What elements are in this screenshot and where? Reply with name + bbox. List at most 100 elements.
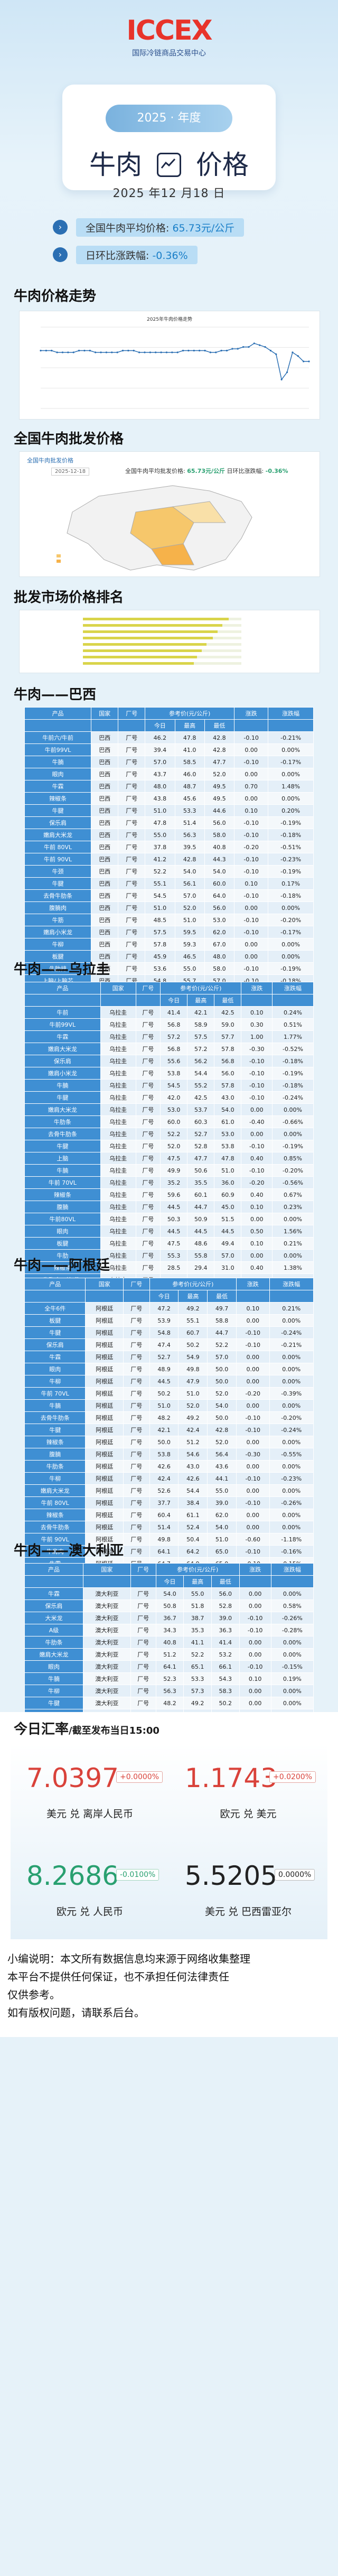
table-cell: 54.0 [174,865,205,878]
table-cell: 0.00 [236,1351,270,1363]
product-cell: 辣椒条 [24,1509,86,1521]
avg-price-box: 全国牛肉平均价格: 65.73元/公斤 [76,218,245,237]
table-cell: 阿根廷 [85,1399,124,1412]
column-header: 产品 [24,707,92,720]
column-header: 涨跌 [239,1563,271,1576]
table-cell: -0.18% [268,829,314,841]
table-cell: 41.1 [183,1636,212,1649]
table-cell: 60.4 [149,1509,179,1521]
argentina-price-table: 产品 国家 厂号 参考价(元/公斤) 涨跌 涨跌幅 今日 最高 最低 全牛6件 阿根廷 厂号 47.2 4… [24,1278,314,1570]
table-cell: 乌拉圭 [100,1006,136,1019]
table-cell: 54.5 [145,889,175,902]
table-cell: 42.6 [178,1472,208,1485]
table-cell: 54.0 [207,1521,237,1533]
table-row: 嫩肩大米龙 巴西 厂号 55.0 56.3 58.0 -0.10 -0.18% [24,829,314,841]
table-row: 牛肋条 乌拉圭 厂号 60.0 60.3 61.0 -0.40 -0.66% [24,1115,314,1128]
trend-title: 牛肉价格走势 [14,289,97,304]
table-cell: 48.0 [145,780,175,793]
uruguay-price-table: 产品 国家 厂号 参考价(元/公斤) 涨跌 涨跌幅 今日 最高 最低 牛前 乌拉圭 厂号 41.4 42.… [24,982,314,1286]
table-cell: 厂号 [135,1128,161,1140]
data-point [105,351,108,354]
table-cell: 48.2 [155,1697,184,1709]
product-cell: 嫩肩大米龙 [24,1043,101,1055]
product-cell: 嫩肩大米龙 [24,1103,101,1116]
product-cell: 牛前 80VL [24,841,92,853]
table-cell: 厂号 [123,1387,150,1400]
table-cell: -0.23% [268,853,314,866]
table-cell: 厂号 [123,1351,150,1363]
table-cell: 45.0 [214,1201,242,1213]
table-cell: 52.8 [187,1140,215,1152]
table-cell: -0.56% [271,1176,314,1189]
table-cell: 厂号 [130,1697,156,1709]
table-row: 牛腱 阿根廷 厂号 42.1 42.4 42.8 -0.10 -0.24% [24,1424,314,1436]
table-cell: 厂号 [130,1648,156,1661]
data-point [127,349,129,352]
wholesale-stats: 全国牛肉平均批发价格: 65.73元/公斤 日环比涨跌幅: -0.36% [125,467,288,475]
column-subheader [130,1575,156,1588]
table-cell: 36.3 [211,1624,240,1636]
table-cell: 53.8 [149,1448,179,1461]
table-row: 牛腱 巴西 厂号 51.0 53.3 44.6 0.10 0.20% [24,804,314,817]
product-cell: 保乐肩 [24,816,92,829]
table-cell: 48.7 [174,780,205,793]
data-point [155,351,157,354]
table-cell: 0.00 [239,1648,271,1661]
table-cell: 50.2 [211,1697,240,1709]
table-cell: 53.7 [187,1103,215,1116]
table-cell: 47.9 [178,1375,208,1388]
table-cell: -0.10 [236,1424,270,1436]
table-row: 板腱 乌拉圭 厂号 47.5 48.6 49.4 0.10 0.21% [24,1237,314,1250]
table-cell: -0.30 [236,1448,270,1461]
table-cell: 52.0 [160,1140,188,1152]
product-cell: 牛前 70VL [24,1387,86,1400]
column-header: 涨跌幅 [270,1563,314,1576]
table-cell: 厂号 [118,865,146,878]
table-cell: 54.0 [214,1103,242,1116]
table-cell: -0.10 [233,853,269,866]
table-cell: 0.00% [270,1685,314,1697]
table-row: 牛前 70VL 阿根廷 厂号 50.2 51.0 52.0 -0.20 -0.39% [24,1387,314,1400]
table-cell: 乌拉圭 [100,1091,136,1104]
table-cell: 56.1 [174,877,205,890]
table-cell: -0.26% [269,1496,314,1509]
table-cell: 厂号 [123,1436,150,1448]
table-cell: 巴西 [91,768,119,780]
table-cell: 50.0 [207,1363,237,1375]
table-cell: 47.4 [149,1338,179,1351]
table-cell: 53.9 [149,1314,179,1327]
data-point [100,351,102,354]
column-header: 涨跌 [236,1278,270,1290]
table-cell: 49.4 [214,1237,242,1250]
fx-value: 8.2686 [26,1861,119,1891]
data-point [269,349,272,352]
table-cell: 41.4 [211,1636,240,1649]
table-row: 牛腱 乌拉圭 厂号 52.0 52.8 53.8 -0.10 -0.19% [24,1140,314,1152]
table-cell: 53.8 [160,1067,188,1080]
table-cell: -0.10 [241,1079,273,1092]
table-row: 牛腩 巴西 厂号 57.0 58.5 47.7 -0.10 -0.17% [24,756,314,768]
column-subheader [233,719,269,732]
table-cell: 49.8 [178,1363,208,1375]
product-cell: 牛霖 [24,1351,86,1363]
product-cell: 牛肋条 [24,1636,83,1649]
table-cell: 乌拉圭 [100,1261,136,1274]
column-header: 国家 [100,982,136,994]
table-row: 嫩肩小米龙 乌拉圭 厂号 53.8 54.4 56.0 -0.10 -0.19% [24,1067,314,1080]
table-cell: 45.6 [174,792,205,805]
table-cell: 阿根廷 [85,1496,124,1509]
table-cell: 57.3 [183,1685,212,1697]
table-cell: 54.9 [178,1351,208,1363]
table-cell: 厂号 [130,1624,156,1636]
product-cell: 嫩肩大米龙 [24,1648,83,1661]
table-cell: 厂号 [135,1140,161,1152]
table-cell: 42.1 [149,1424,179,1436]
table-cell: 37.8 [145,841,175,853]
product-cell: 保乐肩 [24,1599,83,1612]
chevron-right-icon: › [53,220,68,235]
table-cell: 厂号 [130,1660,156,1673]
table-row: 嫩肩大米龙 澳大利亚 厂号 51.2 52.2 53.2 0.00 0.00% [24,1648,314,1661]
table-cell: 58.0 [204,962,234,975]
product-cell: 眼肉 [24,768,92,780]
table-cell: 厂号 [118,768,146,780]
